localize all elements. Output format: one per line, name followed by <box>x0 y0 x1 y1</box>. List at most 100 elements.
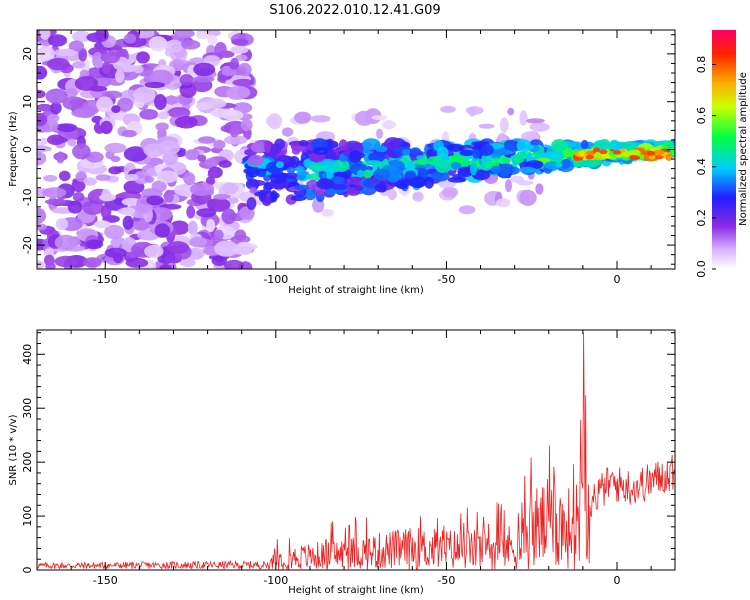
heatmap-cell <box>122 215 134 230</box>
heatmap-cell <box>37 46 51 54</box>
heatmap-cell <box>381 120 396 130</box>
heatmap-cell <box>249 186 257 194</box>
heatmap-cell <box>401 178 414 186</box>
heatmap-cell <box>213 139 226 150</box>
heatmap-cell <box>424 176 434 189</box>
heatmap-cell <box>75 171 87 183</box>
heatmap-cell <box>499 164 511 178</box>
heatmap-cell <box>181 39 201 50</box>
heatmap-cell <box>412 191 424 202</box>
heatmap-cell <box>269 190 278 203</box>
heatmap-cell <box>222 183 239 194</box>
heatmap-cell <box>580 139 589 150</box>
heatmap-cell <box>207 171 219 178</box>
heatmap-cell <box>95 174 111 181</box>
heatmap-cell <box>293 184 310 191</box>
heatmap-cell <box>231 38 249 46</box>
heatmap-cell <box>294 111 312 124</box>
heatmap-cell <box>450 162 462 170</box>
heatmap-y-ticks: -20 -10 0 10 20 <box>21 34 675 265</box>
heatmap-cell <box>267 113 283 130</box>
heatmap-cell <box>226 85 251 99</box>
heatmap-cell <box>363 169 373 179</box>
heatmap-cell <box>100 204 112 220</box>
heatmap-cell <box>653 149 665 155</box>
figure-title: S106.2022.010.12.41.G09 <box>269 3 440 18</box>
heatmap-cell <box>47 34 68 47</box>
heatmap-cell <box>67 138 77 147</box>
heatmap-cell <box>246 197 257 210</box>
heatmap-cell <box>86 151 104 163</box>
colorbar-tick-label: 0.8 <box>695 56 708 74</box>
heatmap-cell <box>227 197 239 204</box>
heatmap-cell <box>136 51 150 64</box>
heatmap-cell <box>468 106 476 117</box>
heatmap-cell <box>310 138 328 151</box>
heatmap-cell <box>214 255 225 263</box>
heatmap-cell <box>480 161 493 171</box>
heatmap-cell <box>72 61 86 69</box>
heatmap-cell <box>56 151 65 164</box>
heatmap-cell <box>111 105 121 113</box>
heatmap-cell <box>365 160 382 165</box>
heatmap-cell <box>235 54 248 61</box>
heatmap-cell <box>223 259 245 269</box>
heatmap-cell <box>240 118 253 132</box>
heatmap-cell <box>54 255 78 268</box>
heatmap-cell <box>37 151 47 166</box>
heatmap-cell <box>154 223 171 238</box>
y-tick-label: 0 <box>21 146 34 153</box>
heatmap-cell <box>284 172 298 179</box>
heatmap-cell <box>58 170 71 182</box>
heatmap-cell <box>37 223 48 231</box>
heatmap-cell <box>630 154 639 160</box>
heatmap-cell <box>96 96 114 113</box>
heatmap-cell <box>205 158 218 167</box>
heatmap-cell <box>551 139 568 152</box>
heatmap-cell <box>51 136 68 144</box>
heatmap-cell <box>516 139 532 152</box>
heatmap-cell <box>286 166 296 174</box>
y-tick-label: -20 <box>21 236 34 254</box>
heatmap-cell <box>47 114 60 123</box>
heatmap-cell <box>189 236 208 248</box>
heatmap-cell <box>71 108 96 118</box>
heatmap-cell <box>384 137 402 150</box>
heatmap-cell <box>214 42 227 57</box>
heatmap-cell <box>133 65 144 74</box>
heatmap-cell <box>196 31 210 40</box>
heatmap-x-ticks: -150 -100 -50 0 <box>36 30 652 286</box>
heatmap-cell <box>149 69 174 86</box>
heatmap-cell <box>330 183 348 190</box>
heatmap-cell <box>427 156 439 166</box>
heatmap-cell <box>546 151 564 160</box>
heatmap-cell <box>197 154 207 162</box>
x-tick-label: -100 <box>263 574 288 587</box>
heatmap-cell <box>133 86 156 103</box>
heatmap-cell <box>666 140 674 150</box>
heatmap-cell <box>154 94 167 110</box>
heatmap-cell <box>163 189 174 203</box>
heatmap-cell <box>101 188 111 202</box>
heatmap-cell <box>503 139 517 153</box>
heatmap-y-axis-label: Frequency (Hz) <box>8 111 19 187</box>
heatmap-cell <box>648 155 656 160</box>
heatmap-cell <box>578 150 585 156</box>
heatmap-cell <box>37 103 54 112</box>
y-tick-label: 10 <box>21 95 34 109</box>
heatmap-cell <box>74 76 99 91</box>
heatmap-cell <box>94 220 111 229</box>
snr-panel: -150 -100 -50 0 0 100 200 300 400 Height of str… <box>8 329 676 596</box>
heatmap-cell <box>83 257 102 268</box>
heatmap-cell <box>207 34 218 45</box>
heatmap-cell <box>376 128 384 139</box>
snr-x-axis-label: Height of straight line (km) <box>288 585 424 596</box>
heatmap-cell <box>459 149 475 157</box>
heatmap-cell <box>72 143 91 160</box>
heatmap-cell <box>83 177 97 186</box>
heatmap-cell <box>362 138 381 151</box>
heatmap-cell <box>410 147 421 155</box>
heatmap-cell <box>321 208 334 217</box>
heatmap-cell <box>355 110 374 126</box>
heatmap-cell <box>519 110 528 126</box>
